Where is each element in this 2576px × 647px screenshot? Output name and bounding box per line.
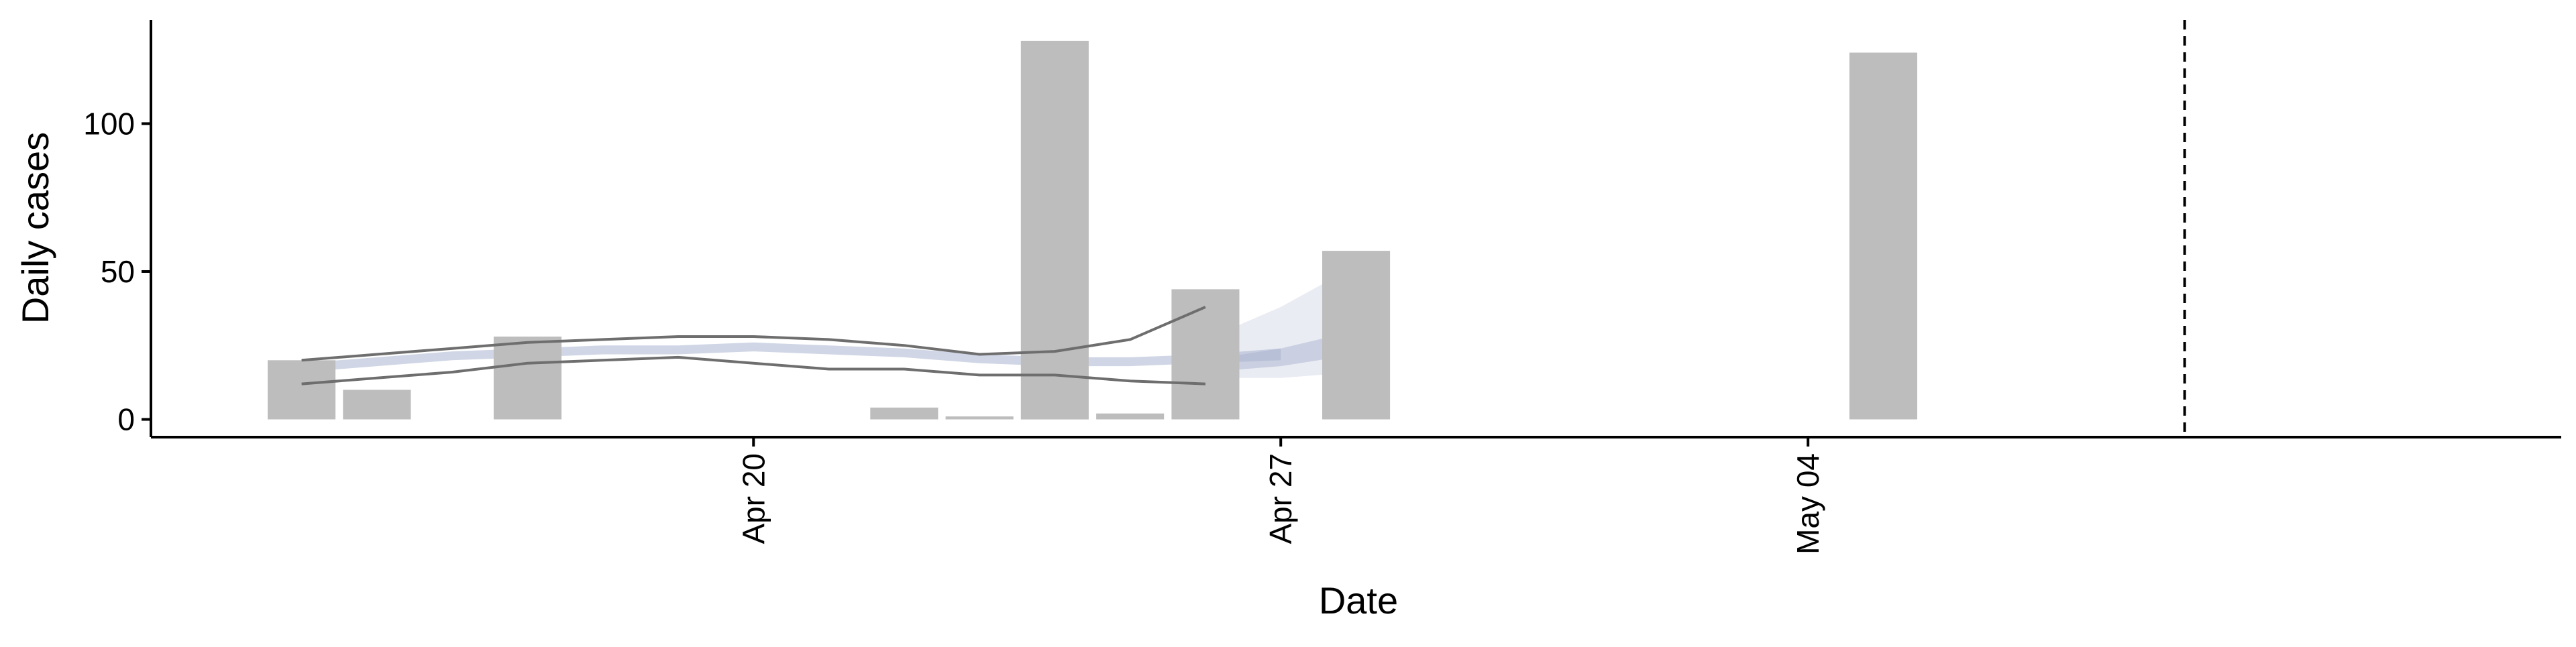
case-bar: [1096, 413, 1165, 420]
case-bar: [1020, 40, 1089, 420]
y-tick-label: 0: [117, 402, 135, 437]
case-bar: [343, 390, 411, 420]
x-tick-label: May 04: [1790, 453, 1825, 554]
y-tick-label: 100: [83, 106, 135, 141]
x-tick-label: Apr 27: [1263, 453, 1298, 544]
forecast-inner-band: [1205, 331, 1356, 372]
y-tick-label: 50: [101, 254, 135, 289]
case-bar: [1322, 251, 1391, 420]
case-bar: [945, 416, 1014, 420]
case-bar: [493, 337, 561, 420]
y-axis-title: Daily cases: [14, 132, 56, 324]
x-axis-title: Date: [1319, 579, 1398, 622]
axes: 0 50 100 Apr 20 Apr 27 May 04: [83, 20, 2561, 554]
x-tick-label: Apr 20: [736, 453, 771, 544]
interval-line-upper: [301, 306, 1206, 362]
case-bar: [1171, 289, 1240, 420]
estimate-band: [301, 342, 1281, 372]
interval-line-lower: [301, 355, 1205, 386]
interval-lines: [301, 306, 1206, 386]
case-bar: [870, 407, 938, 420]
case-bar: [268, 360, 336, 420]
case-bar: [1849, 52, 1917, 420]
case-bars: [268, 40, 1917, 420]
